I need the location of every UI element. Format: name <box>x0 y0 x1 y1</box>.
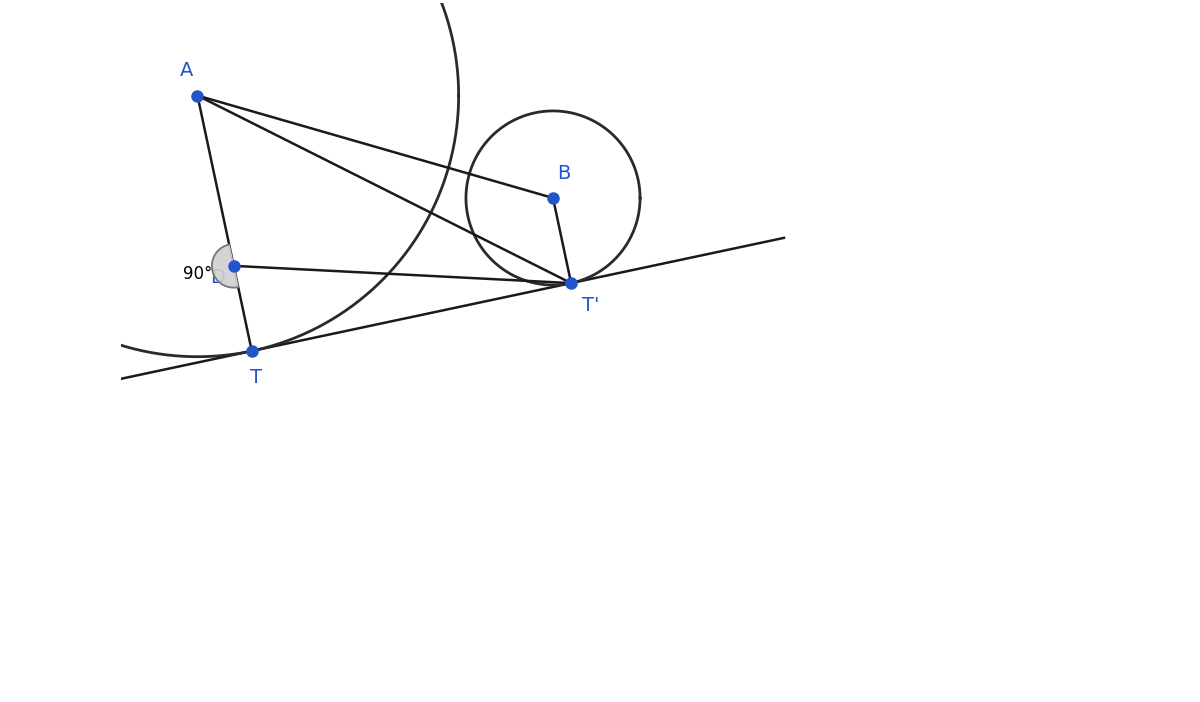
Text: B: B <box>557 164 571 183</box>
Text: 90°: 90° <box>182 265 212 282</box>
Polygon shape <box>212 244 239 288</box>
Text: T': T' <box>582 296 599 315</box>
Text: D: D <box>210 268 224 287</box>
Text: T: T <box>250 369 262 388</box>
Text: A: A <box>180 61 193 80</box>
